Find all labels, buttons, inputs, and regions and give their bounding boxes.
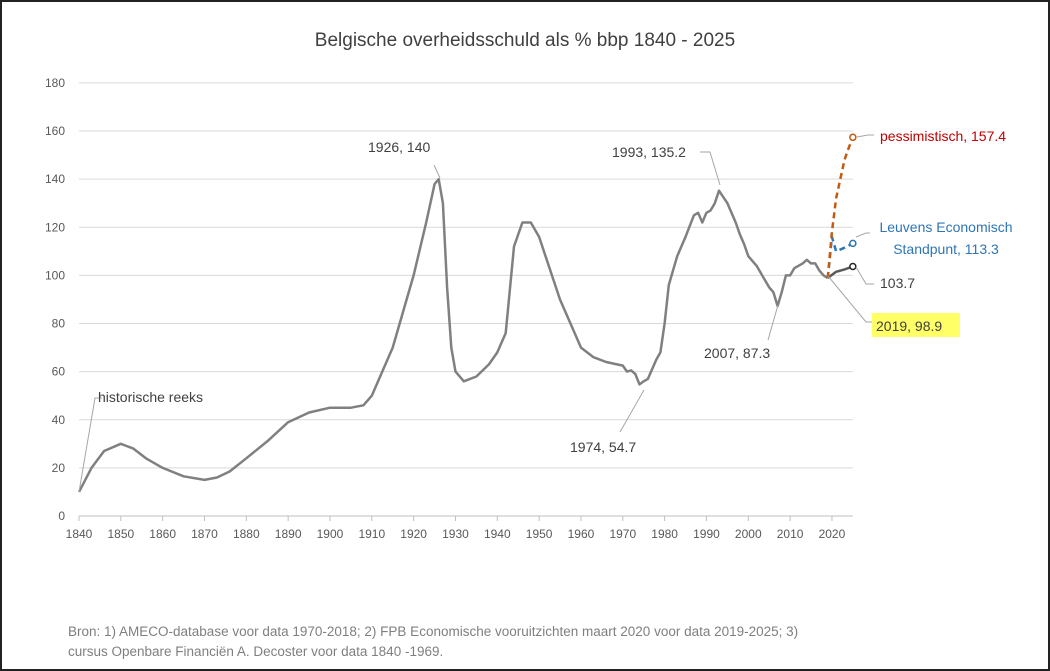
x-tick-label: 2010 <box>777 527 804 541</box>
x-tick-label: 1900 <box>317 527 344 541</box>
leader-line <box>700 151 721 186</box>
x-tick-label: 1870 <box>191 527 218 541</box>
annotation-label: 1993, 135.2 <box>612 144 686 160</box>
x-tick-label: 1880 <box>233 527 260 541</box>
y-tick-label: 40 <box>52 413 66 427</box>
annotation-label: 1974, 54.7 <box>570 439 636 455</box>
leader-line <box>827 275 872 323</box>
series-line-historical <box>77 177 829 493</box>
series-line-baseline <box>827 265 854 280</box>
y-tick-label: 60 <box>52 365 66 379</box>
annotation-label: 2019, 98.9 <box>876 318 942 334</box>
x-tick-label: 1990 <box>693 527 720 541</box>
y-tick-label: 140 <box>45 172 65 186</box>
x-tick-label: 2020 <box>819 527 846 541</box>
end-marker-pessimistisch <box>849 133 857 142</box>
leader-line <box>856 134 874 138</box>
annotation-label: 103.7 <box>880 275 915 291</box>
y-tick-label: 120 <box>45 220 65 234</box>
x-tick-label: 1910 <box>358 527 385 541</box>
y-tick-label: 160 <box>45 124 65 138</box>
leader-line <box>855 232 870 238</box>
chart-title: Belgische overheidsschuld als % bbp 1840… <box>314 30 736 51</box>
source-line-1: Bron: 1) AMECO-database voor data 1970-2… <box>68 624 799 639</box>
y-tick-label: 180 <box>45 76 65 90</box>
x-tick-label: 1940 <box>484 527 511 541</box>
x-tick-label: 1890 <box>275 527 302 541</box>
y-tick-label: 100 <box>45 268 65 282</box>
x-tick-label: 1860 <box>149 527 176 541</box>
y-tick-label: 20 <box>52 461 66 475</box>
x-tick-label: 1960 <box>568 527 595 541</box>
leader-line <box>78 397 102 493</box>
x-tick-label: 1850 <box>107 527 134 541</box>
leader-line <box>855 266 874 285</box>
leader-line <box>619 389 645 433</box>
annotation-label: Standpunt, 113.3 <box>893 241 999 257</box>
highlight-box <box>872 313 960 337</box>
series-line-pessimistisch <box>826 136 855 279</box>
source-line-2: cursus Openbare Financiën A. Decoster vo… <box>68 644 444 659</box>
annotation-label: 2007, 87.3 <box>704 345 770 361</box>
annotation-label: 1926, 140 <box>368 139 430 155</box>
x-tick-label: 1970 <box>609 527 636 541</box>
x-tick-label: 2000 <box>735 527 762 541</box>
x-tick-label: 1930 <box>442 527 469 541</box>
x-tick-label: 1840 <box>66 527 93 541</box>
end-marker-baseline <box>849 262 857 271</box>
leader-line <box>433 164 441 179</box>
y-tick-label: 80 <box>52 317 66 331</box>
annotation-label: historische reeks <box>98 389 203 405</box>
y-tick-label: 0 <box>58 509 65 523</box>
annotation-label: Leuvens Economisch <box>879 219 1012 235</box>
x-tick-label: 1920 <box>400 527 427 541</box>
leader-line <box>767 304 779 341</box>
end-marker-leuvens <box>849 239 857 248</box>
annotation-label: pessimistisch, 157.4 <box>880 128 1006 144</box>
source-note: Bron: 1) AMECO-database voor data 1970-2… <box>68 622 828 662</box>
x-tick-label: 1980 <box>651 527 678 541</box>
x-tick-label: 1950 <box>526 527 553 541</box>
